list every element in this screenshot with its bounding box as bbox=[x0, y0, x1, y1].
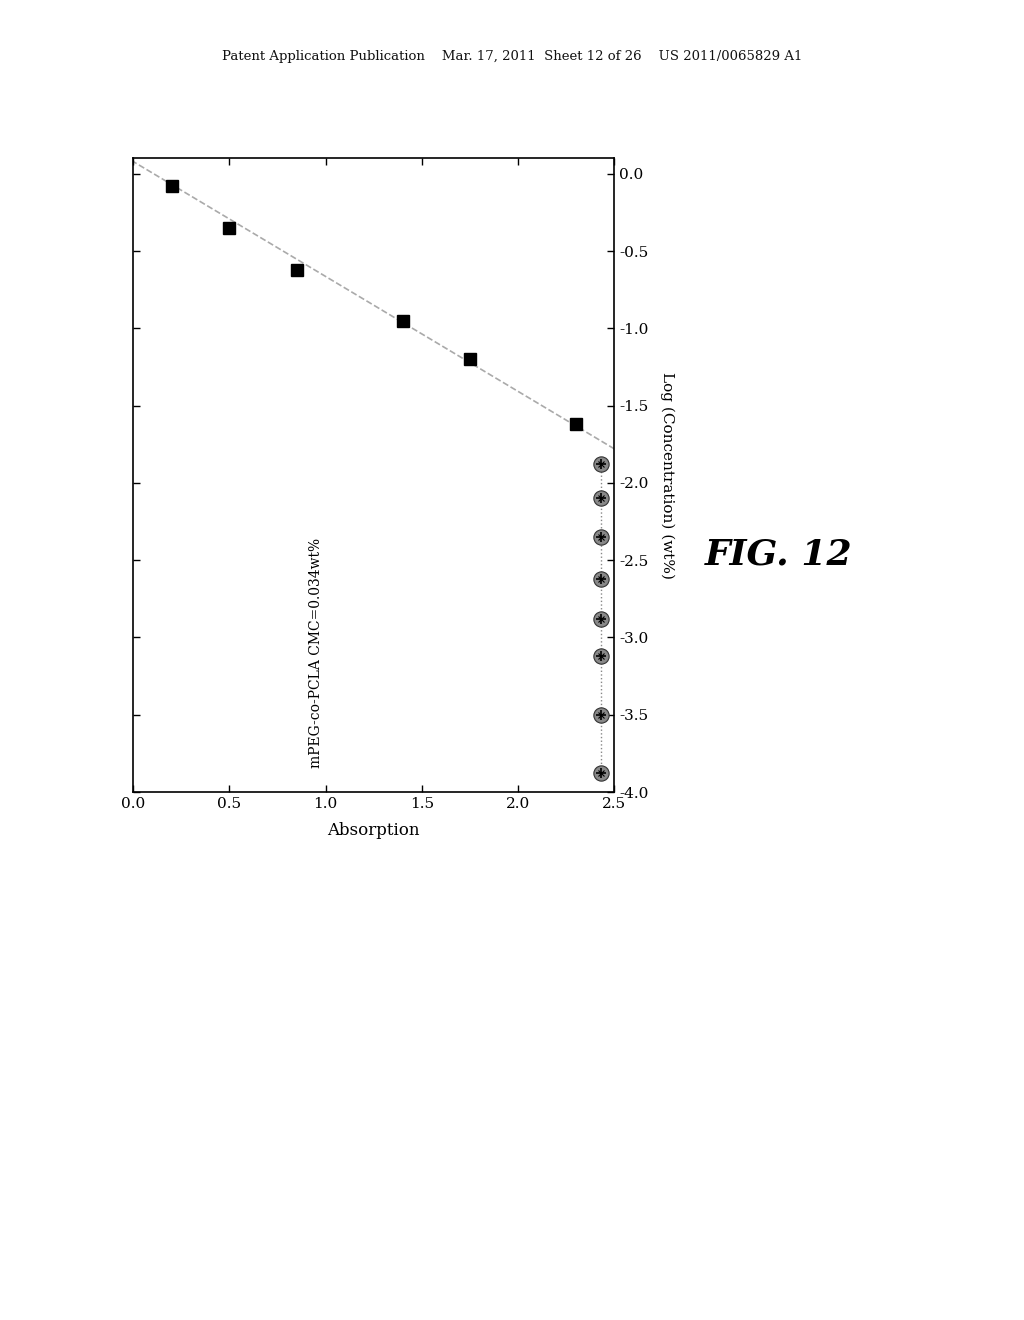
Text: Patent Application Publication    Mar. 17, 2011  Sheet 12 of 26    US 2011/00658: Patent Application Publication Mar. 17, … bbox=[222, 50, 802, 63]
Text: FIG. 12: FIG. 12 bbox=[705, 537, 852, 572]
Text: mPEG-co-PCLA CMC=0.034wt%: mPEG-co-PCLA CMC=0.034wt% bbox=[309, 537, 323, 768]
X-axis label: Absorption: Absorption bbox=[328, 822, 420, 840]
Y-axis label: Log (Concentration) (wt%): Log (Concentration) (wt%) bbox=[659, 372, 674, 578]
